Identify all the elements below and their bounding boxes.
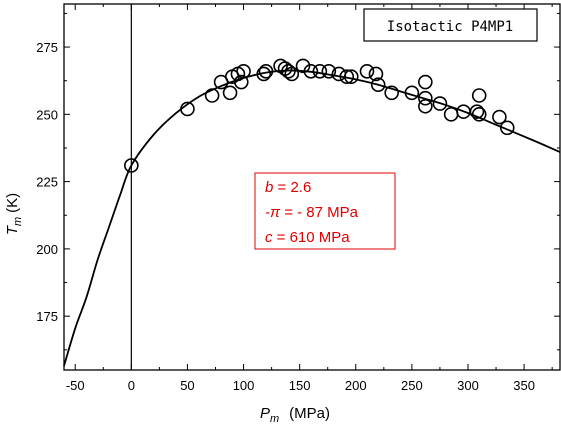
data-point (339, 69, 355, 84)
data-point (370, 77, 386, 93)
data-point (281, 63, 296, 79)
param-pi: -π = - 87 MPa (265, 204, 359, 221)
data-point (343, 69, 359, 84)
data-point (204, 88, 220, 103)
y-tick-label: 225 (36, 175, 58, 190)
data-point (443, 107, 459, 122)
data-point (418, 98, 433, 114)
y-tick-label: 275 (36, 40, 58, 55)
y-axis-label: Tm(K) (4, 193, 24, 235)
data-point (295, 58, 311, 74)
data-point (124, 158, 139, 173)
x-axis-label: Pm (MPa) (260, 405, 330, 425)
x-tick-label: 0 (128, 378, 135, 393)
data-points (124, 58, 515, 173)
x-tick-label: 50 (180, 378, 194, 393)
chart-title: Isotactic P4MP1 (387, 19, 513, 35)
data-point (471, 88, 487, 103)
data-point (256, 66, 272, 82)
y-tick-label: 175 (36, 309, 58, 324)
x-tick-label: 100 (233, 378, 255, 393)
x-tick-label: 300 (457, 378, 479, 393)
x-tick-label: 250 (401, 378, 423, 393)
data-point (418, 90, 433, 106)
tick-labels: -50 0 50 100 150 200 250 300 350 175 200 225 250 275 (36, 40, 535, 393)
data-point (359, 63, 375, 79)
data-point (492, 109, 507, 125)
y-tick-label: 200 (36, 242, 58, 257)
data-point (312, 63, 328, 79)
data-point (368, 66, 384, 82)
param-b: b = 2.6 (265, 179, 311, 196)
data-point (432, 96, 448, 111)
data-point (384, 85, 399, 101)
data-point (258, 63, 274, 79)
param-c: c = 610 MPa (265, 229, 350, 246)
data-point (418, 74, 433, 90)
data-point (284, 66, 300, 82)
x-tick-label: 150 (289, 378, 311, 393)
x-tick-label: -50 (66, 378, 85, 393)
data-point (404, 85, 420, 101)
data-point (180, 101, 195, 117)
data-point (236, 63, 251, 79)
data-point (234, 74, 249, 90)
data-point (222, 85, 238, 101)
x-tick-label: 200 (345, 378, 367, 393)
chart-title-box: Isotactic P4MP1 (363, 8, 538, 42)
fit-parameters-box: b = 2.6 -π = - 87 MPa c = 610 MPa (254, 172, 396, 250)
data-point (321, 63, 337, 79)
data-point (303, 63, 319, 79)
plot-frame (63, 3, 561, 371)
axes (63, 3, 561, 371)
data-point (471, 107, 487, 122)
data-point (469, 104, 485, 119)
y-tick-label: 250 (36, 107, 58, 122)
x-tick-label: 350 (513, 378, 535, 393)
data-point (499, 120, 515, 136)
